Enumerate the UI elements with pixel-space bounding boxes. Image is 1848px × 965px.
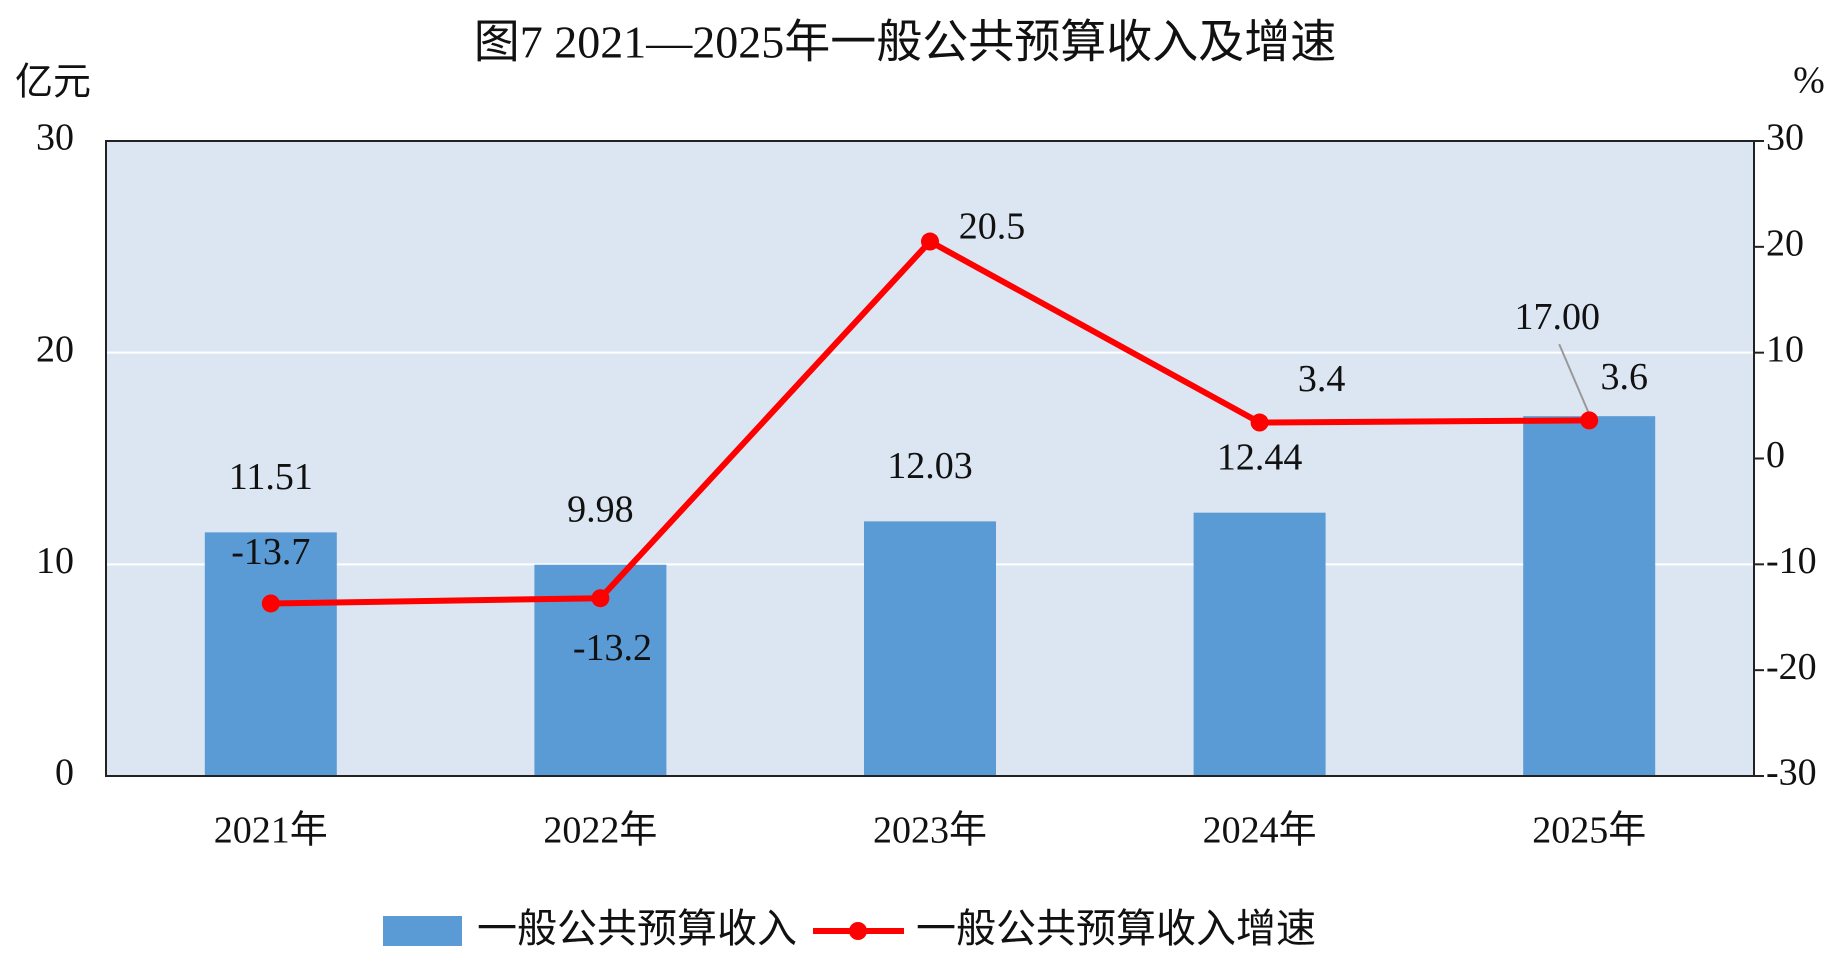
line-point bbox=[1250, 413, 1269, 432]
legend-label: 一般公共预算收入增速 bbox=[916, 906, 1316, 952]
y2-tick-label: 30 bbox=[1766, 117, 1804, 159]
leader-line bbox=[1558, 343, 1591, 415]
bar bbox=[864, 521, 996, 776]
bar bbox=[204, 532, 337, 776]
line-point bbox=[921, 232, 939, 251]
line-point bbox=[261, 594, 280, 613]
line-value-label: 20.5 bbox=[959, 205, 1026, 247]
bar-value-label: 11.51 bbox=[229, 456, 313, 498]
bar-value-label: 9.98 bbox=[567, 488, 634, 530]
y2-tick-label: 0 bbox=[1766, 434, 1785, 476]
y-axis-unit: 亿元 bbox=[15, 62, 91, 104]
y-tick-label: 0 bbox=[55, 752, 74, 794]
y2-tick-label: -20 bbox=[1766, 646, 1817, 688]
x-tick-label: 2025年 bbox=[1532, 810, 1646, 852]
y2-tick-label: 20 bbox=[1766, 223, 1804, 265]
x-tick-label: 2023年 bbox=[873, 810, 987, 852]
legend-swatch-dot bbox=[849, 922, 867, 940]
bar bbox=[1193, 512, 1326, 776]
y-tick-label: 10 bbox=[36, 540, 74, 582]
line-point bbox=[1580, 411, 1599, 430]
bar bbox=[1523, 416, 1656, 776]
x-tick-label: 2021年 bbox=[214, 810, 328, 852]
y-tick-label: 30 bbox=[36, 117, 74, 159]
bar-value-label: 12.03 bbox=[887, 445, 973, 487]
plot-border bbox=[105, 140, 1755, 777]
y2-tick-label: 10 bbox=[1766, 328, 1804, 370]
bar-value-label: 17.00 bbox=[1514, 296, 1600, 338]
line-value-label: -13.7 bbox=[231, 531, 310, 573]
y2-tick-label: -30 bbox=[1766, 752, 1817, 794]
y2-tick-label: -10 bbox=[1766, 540, 1817, 582]
line-value-label: -13.2 bbox=[573, 627, 652, 669]
line-point bbox=[591, 589, 610, 608]
line-value-label: 3.4 bbox=[1298, 358, 1346, 400]
legend-swatch bbox=[383, 916, 462, 946]
legend-label: 一般公共预算收入 bbox=[477, 906, 797, 952]
legend: 一般公共预算收入 一般公共预算收入增速 bbox=[383, 906, 1316, 952]
y-tick-label: 20 bbox=[36, 328, 74, 370]
line-value-label: 3.6 bbox=[1600, 356, 1648, 398]
y2-axis-unit: % bbox=[1793, 60, 1825, 102]
chart-title: 图7 2021—2025年一般公共预算收入及增速 bbox=[474, 17, 1337, 68]
x-tick-label: 2022年 bbox=[543, 810, 657, 852]
bar-value-label: 12.44 bbox=[1217, 436, 1303, 478]
x-tick-label: 2024年 bbox=[1203, 810, 1317, 852]
